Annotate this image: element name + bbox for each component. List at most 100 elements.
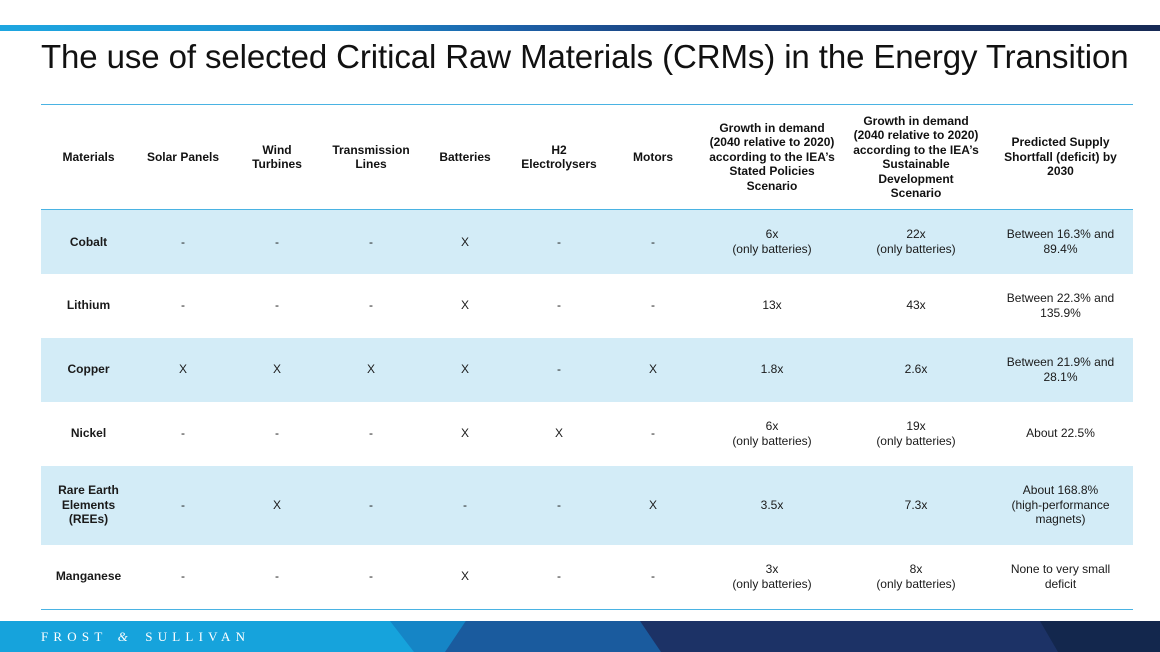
- motors-cell: -: [606, 209, 700, 274]
- motors-cell: -: [651, 298, 655, 313]
- header-transmission-lines: Transmission Lines: [324, 105, 418, 210]
- logo-word-frost: FROST: [41, 629, 108, 644]
- header-growth-steps: Growth in demand (2040 relative to 2020)…: [700, 105, 844, 210]
- wind-cell: -: [275, 426, 279, 441]
- material-cell: Lithium: [66, 298, 111, 313]
- h2-cell: -: [557, 298, 561, 313]
- motors-cell: X: [606, 337, 700, 402]
- growth-note: (only batteries): [876, 433, 956, 448]
- header-solar-panels: Solar Panels: [136, 105, 230, 210]
- motors-cell: -: [651, 569, 655, 584]
- material-cell: Copper: [41, 337, 136, 402]
- growth-value: 3x: [765, 562, 779, 576]
- shortfall-cell: None to very small deficit: [1010, 562, 1111, 591]
- page-title: The use of selected Critical Raw Materia…: [41, 38, 1129, 75]
- solar-cell: -: [136, 465, 230, 545]
- table-row: Lithium - - - X - - 13x 43x Between 22.3…: [41, 274, 1133, 338]
- header-supply-shortfall: Predicted Supply Shortfall (deficit) by …: [988, 105, 1133, 210]
- growth-value: 22x: [906, 227, 926, 242]
- shortfall-cell: About 22.5%: [1026, 426, 1095, 441]
- material-cell: Rare Earth Elements (REEs): [41, 465, 136, 545]
- wind-cell: -: [275, 298, 279, 313]
- growth-sds-cell: 19x (only batteries): [844, 402, 988, 466]
- batteries-cell: X: [460, 426, 469, 441]
- growth-value: 19x: [906, 419, 926, 433]
- growth-steps-cell: 6x (only batteries): [700, 402, 844, 466]
- crm-table: Materials Solar Panels Wind Turbines Tra…: [41, 105, 1133, 609]
- growth-sds-cell: 2.6x: [844, 337, 988, 402]
- growth-value: 8x: [909, 562, 923, 576]
- h2-cell: -: [512, 465, 606, 545]
- growth-value: 6x: [765, 227, 779, 242]
- shortfall-cell: Between 21.9% and 28.1%: [988, 337, 1133, 402]
- batteries-cell: X: [460, 298, 469, 313]
- header-motors: Motors: [606, 105, 700, 210]
- transmission-cell: X: [324, 337, 418, 402]
- transmission-cell: -: [369, 298, 373, 313]
- table-row: Nickel - - - X X - 6x (only batteries) 1…: [41, 402, 1133, 466]
- table-header-row: Materials Solar Panels Wind Turbines Tra…: [41, 105, 1133, 210]
- shortfall-cell: Between 22.3% and 135.9%: [1006, 291, 1115, 320]
- motors-cell: X: [606, 465, 700, 545]
- growth-sds-cell: 8x (only batteries): [844, 545, 988, 609]
- motors-cell: -: [651, 426, 655, 441]
- solar-cell: -: [136, 209, 230, 274]
- solar-cell: -: [181, 426, 185, 441]
- solar-cell: -: [181, 569, 185, 584]
- material-cell: Nickel: [70, 426, 107, 441]
- material-cell: Manganese: [55, 569, 122, 584]
- growth-note: (only batteries): [876, 241, 956, 256]
- batteries-cell: X: [418, 337, 512, 402]
- growth-sds-cell: 43x: [906, 298, 926, 313]
- wind-cell: -: [275, 569, 279, 584]
- table-row: Cobalt - - - X - - 6x (only batteries) 2…: [41, 209, 1133, 274]
- logo-word-sullivan: SULLIVAN: [145, 629, 251, 644]
- growth-steps-cell: 6x (only batteries): [700, 209, 844, 274]
- header-batteries: Batteries: [418, 105, 512, 210]
- table-row: Rare Earth Elements (REEs) - X - - - X 3…: [41, 465, 1133, 545]
- header-h2-electrolysers: H2 Electrolysers: [512, 105, 606, 210]
- transmission-cell: -: [324, 465, 418, 545]
- growth-steps-cell: 1.8x: [700, 337, 844, 402]
- batteries-cell: X: [460, 569, 469, 584]
- growth-note: (only batteries): [732, 433, 812, 448]
- h2-cell: -: [512, 209, 606, 274]
- header-wind-turbines: Wind Turbines: [230, 105, 324, 210]
- growth-note: (only batteries): [732, 241, 812, 256]
- batteries-cell: X: [418, 209, 512, 274]
- wind-cell: X: [230, 337, 324, 402]
- wind-cell: -: [230, 209, 324, 274]
- footer-band: [1040, 621, 1160, 652]
- transmission-cell: -: [324, 209, 418, 274]
- shortfall-cell: About 168.8% (high-performance magnets): [988, 465, 1133, 545]
- growth-steps-cell: 3x (only batteries): [700, 545, 844, 609]
- footer-band: [640, 621, 1060, 652]
- growth-steps-cell: 13x: [762, 298, 782, 313]
- material-cell: Cobalt: [41, 209, 136, 274]
- crm-table-container: Materials Solar Panels Wind Turbines Tra…: [41, 104, 1133, 610]
- transmission-cell: -: [369, 569, 373, 584]
- h2-cell: X: [554, 426, 563, 441]
- growth-steps-cell: 3.5x: [700, 465, 844, 545]
- transmission-cell: -: [369, 426, 373, 441]
- growth-note: (only batteries): [876, 576, 956, 591]
- growth-note: (only batteries): [732, 576, 812, 591]
- growth-sds-cell: 22x (only batteries): [844, 209, 988, 274]
- solar-cell: -: [181, 298, 185, 313]
- wind-cell: X: [230, 465, 324, 545]
- growth-sds-cell: 7.3x: [844, 465, 988, 545]
- batteries-cell: -: [418, 465, 512, 545]
- header-growth-sds: Growth in demand (2040 relative to 2020)…: [844, 105, 988, 210]
- footer-bar: FROST & SULLIVAN: [0, 621, 1160, 652]
- top-accent-bar: [0, 25, 1160, 31]
- frost-sullivan-logo: FROST & SULLIVAN: [41, 629, 250, 645]
- shortfall-cell: Between 16.3% and 89.4%: [988, 209, 1133, 274]
- growth-value: 6x: [765, 419, 779, 433]
- logo-ampersand: &: [117, 629, 128, 644]
- table-row: Copper X X X X - X 1.8x 2.6x Between 21.…: [41, 337, 1133, 402]
- solar-cell: X: [136, 337, 230, 402]
- h2-cell: -: [557, 569, 561, 584]
- h2-cell: -: [512, 337, 606, 402]
- header-materials: Materials: [41, 105, 136, 210]
- table-row: Manganese - - - X - - 3x (only batteries…: [41, 545, 1133, 609]
